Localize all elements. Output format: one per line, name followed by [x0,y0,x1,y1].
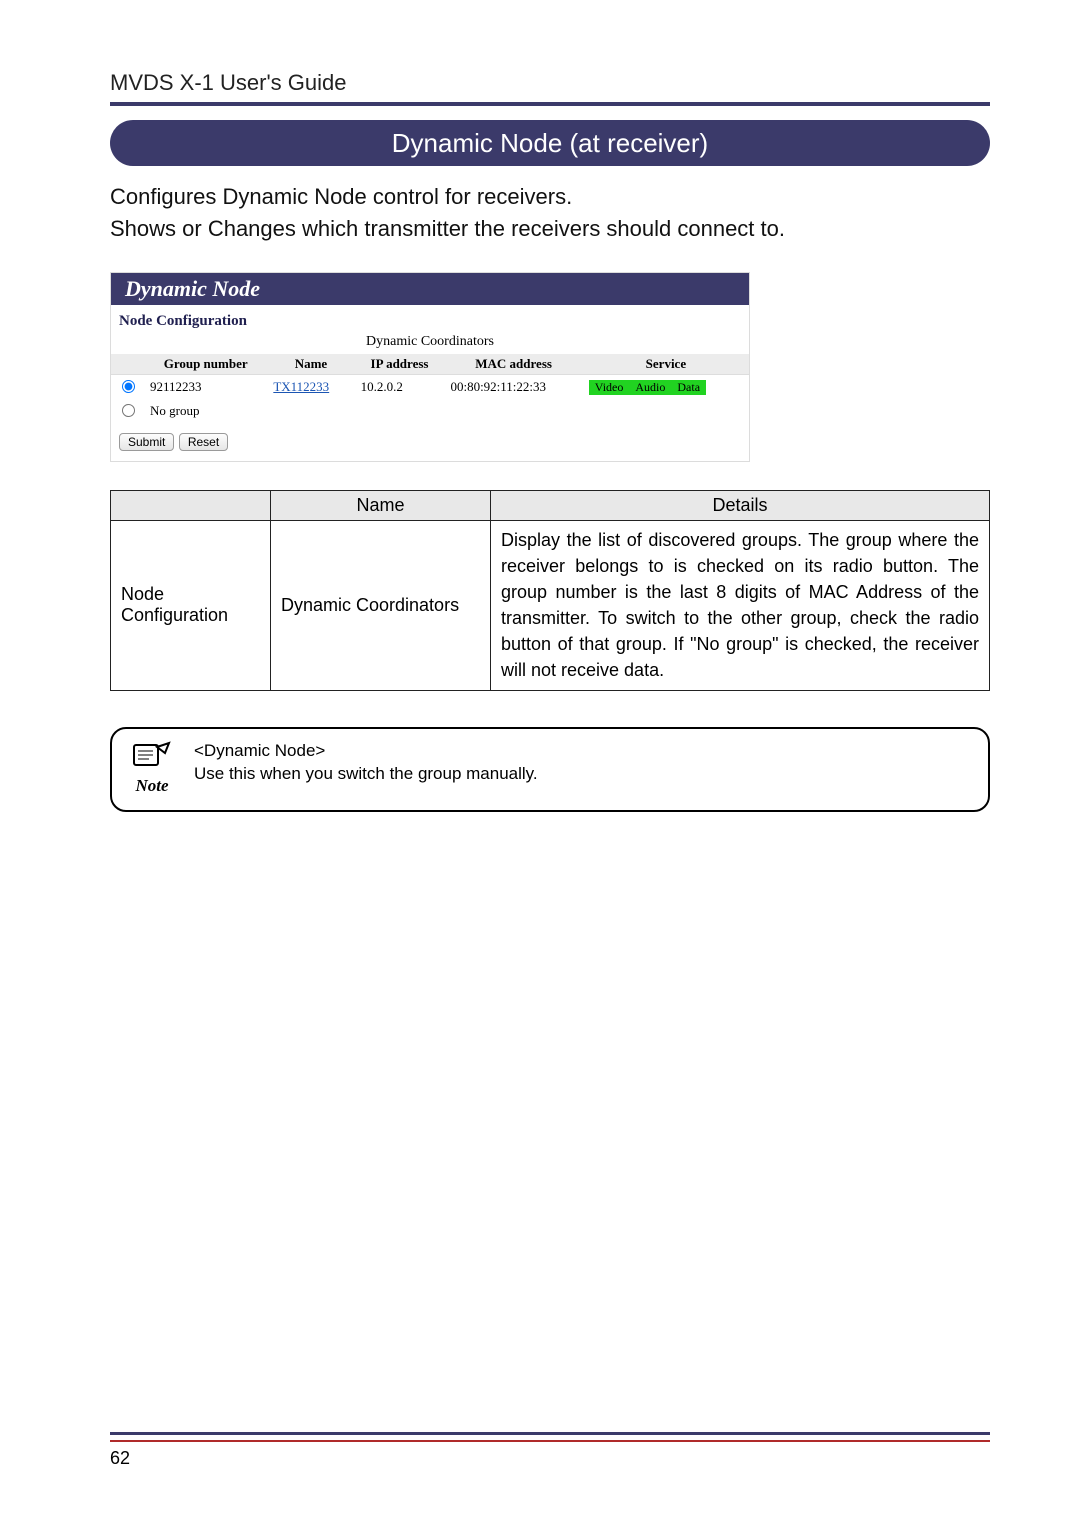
panel-subheading: Node Configuration [111,305,749,332]
note-icon: Note [124,739,180,796]
table-row: 92112233 TX112233 10.2.0.2 00:80:92:11:2… [111,375,749,400]
expl-cell-name: Dynamic Coordinators [271,521,491,691]
submit-button[interactable]: Submit [119,433,174,451]
reset-button[interactable]: Reset [179,433,228,451]
col-service: Service [583,354,749,375]
cell-group-number: 92112233 [144,375,267,400]
table-row: No group [111,399,749,423]
col-name: Name [267,354,354,375]
note-box: Note <Dynamic Node> Use this when you sw… [110,727,990,812]
footer-rule-primary [110,1432,990,1435]
note-line: Use this when you switch the group manua… [194,762,538,786]
cell-ip: 10.2.0.2 [355,375,445,400]
group-radio[interactable] [122,404,135,417]
expl-cell-details: Display the list of discovered groups. T… [491,521,990,691]
panel-caption: Dynamic Coordinators [111,332,749,354]
col-group-number: Group number [144,354,267,375]
col-mac: MAC address [444,354,582,375]
note-body: <Dynamic Node> Use this when you switch … [194,739,538,787]
expl-head-details: Details [491,491,990,521]
expl-head-blank [111,491,271,521]
intro-block: Configures Dynamic Node control for rece… [110,184,990,242]
header-rule [110,102,990,106]
running-header: MVDS X-1 User's Guide [110,70,990,96]
dynamic-node-screenshot: Dynamic Node Node Configuration Dynamic … [110,272,750,462]
cell-mac: 00:80:92:11:22:33 [444,375,582,400]
note-label: Note [124,776,180,796]
section-title: Dynamic Node (at receiver) [110,120,990,166]
page-footer: 62 [110,1432,990,1469]
coordinators-table: Group number Name IP address MAC address… [111,354,749,423]
cell-name: TX112233 [267,375,354,400]
expl-cell-category: Node Configuration [111,521,271,691]
cell-group-number: No group [144,399,267,423]
intro-line: Shows or Changes which transmitter the r… [110,216,990,242]
note-line: <Dynamic Node> [194,739,538,763]
col-ip: IP address [355,354,445,375]
group-radio[interactable] [122,380,135,393]
explanation-table: Name Details Node Configuration Dynamic … [110,490,990,691]
expl-head-name: Name [271,491,491,521]
page-number: 62 [110,1448,990,1469]
intro-line: Configures Dynamic Node control for rece… [110,184,990,210]
footer-rule-accent [110,1440,990,1442]
col-radio [111,354,144,375]
cell-service: VideoAudioData [583,375,749,400]
panel-title: Dynamic Node [111,273,749,305]
